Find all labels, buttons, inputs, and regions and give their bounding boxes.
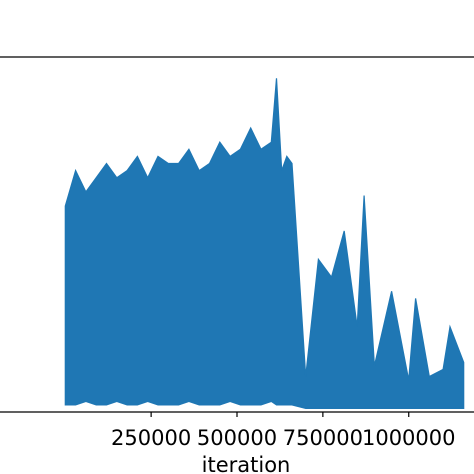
x-axis: 250000 500000 750000 1000000 [111, 412, 456, 450]
x-tick-label-2: 750000 [283, 426, 363, 450]
x-tick-label-0: 250000 [111, 426, 191, 450]
x-axis-label: iteration [202, 453, 291, 474]
x-tick-label-3: 1000000 [362, 426, 456, 450]
plot-area [0, 56, 474, 413]
x-tick-label-1: 500000 [197, 426, 277, 450]
series-layer [64, 78, 465, 409]
series-line-0 [64, 78, 465, 409]
